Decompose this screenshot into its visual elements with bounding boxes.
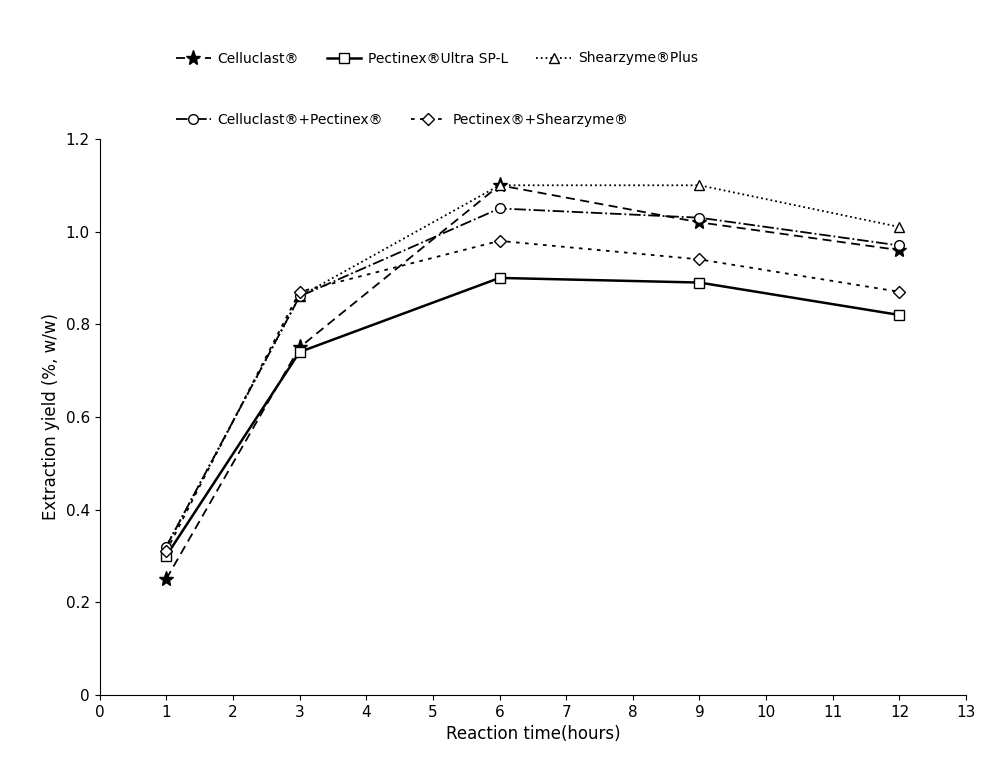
Y-axis label: Extraction yield (%, w/w): Extraction yield (%, w/w) bbox=[42, 313, 60, 520]
X-axis label: Reaction time(hours): Reaction time(hours) bbox=[445, 725, 621, 743]
Legend: Celluclast®+Pectinex®, Pectinex®+Shearzyme®: Celluclast®+Pectinex®, Pectinex®+Shearzy… bbox=[176, 113, 628, 127]
